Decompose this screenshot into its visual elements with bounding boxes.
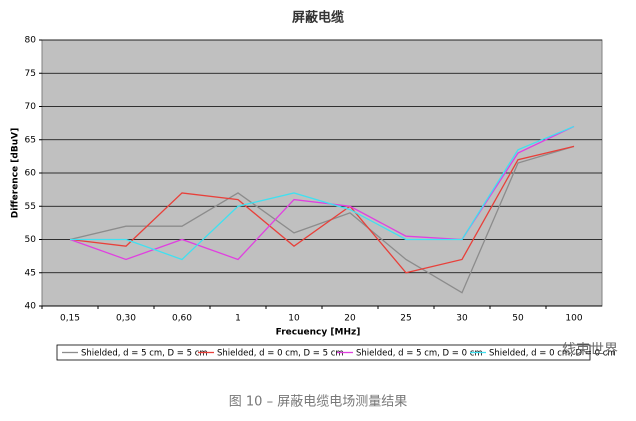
y-tick-label: 75 [25, 69, 36, 79]
x-tick-label: 30 [456, 314, 468, 324]
x-tick-label: 1 [235, 314, 241, 324]
watermark: 线束世界 [562, 342, 618, 358]
legend-label: Shielded, d = 0 cm, D = 5 cm [217, 349, 344, 359]
y-tick-label: 55 [25, 202, 36, 212]
x-tick-label: 100 [565, 314, 582, 324]
y-tick-label: 65 [25, 135, 36, 145]
x-tick-label: 20 [344, 314, 356, 324]
caption: 图 10 – 屏蔽电缆电场测量结果 [229, 394, 407, 410]
series-line [70, 125, 575, 261]
x-tick-label: 0,30 [116, 314, 136, 324]
series-line [69, 145, 575, 274]
y-tick-label: 50 [25, 235, 37, 245]
x-tick-label: 50 [512, 314, 524, 324]
x-tick-label: 0,15 [60, 314, 80, 324]
legend-box [56, 344, 591, 361]
legend-label: Shielded, d = 5 cm, D = 5 cm [81, 349, 208, 359]
x-tick-label: 10 [288, 314, 300, 324]
x-tick-label: 25 [400, 314, 411, 324]
y-tick-label: 70 [25, 102, 37, 112]
chart-title: 屏蔽电缆 [292, 10, 344, 26]
x-tick-label: 0,60 [172, 314, 192, 324]
x-axis-label: Frecuency [MHz] [276, 328, 361, 338]
y-tick-label: 45 [25, 268, 36, 278]
legend-label: Shielded, d = 0 cm, D = 0 cm [489, 349, 616, 359]
y-tick-label: 60 [25, 169, 37, 179]
y-tick-label: 40 [25, 302, 37, 312]
y-tick-label: 80 [25, 36, 37, 46]
series-line [69, 145, 575, 294]
legend-label: Shielded, d = 5 cm, D = 0 cm [356, 349, 483, 359]
y-axis-label: Difference [dBuV] [11, 128, 21, 218]
